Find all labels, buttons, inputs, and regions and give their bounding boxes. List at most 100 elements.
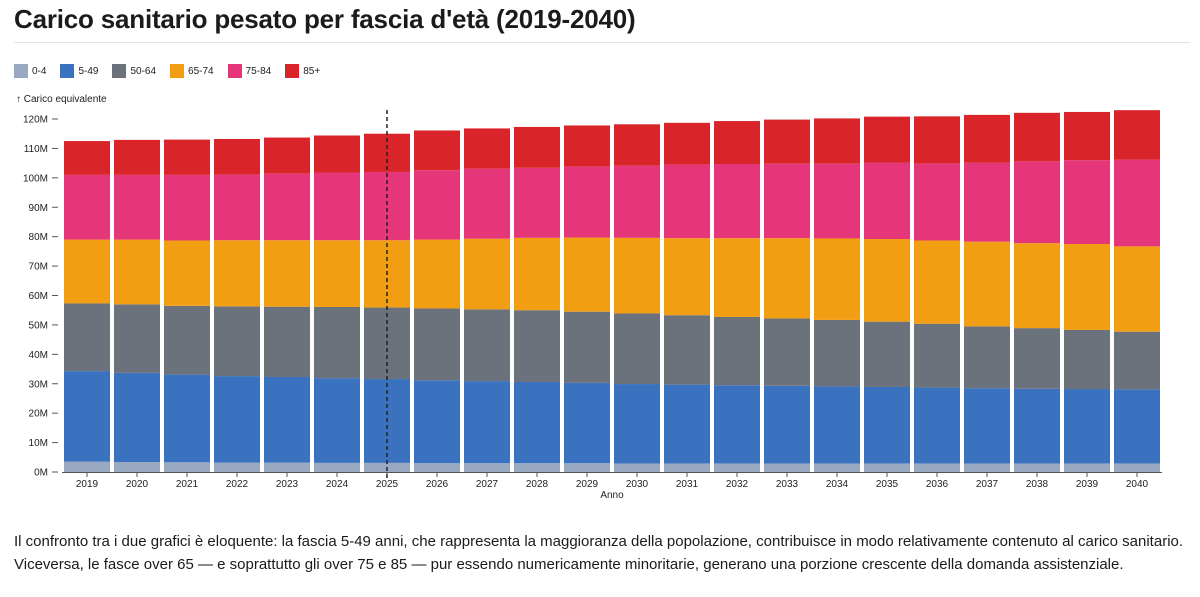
x-axis-label: Anno bbox=[600, 490, 624, 501]
y-tick-label: 100M bbox=[23, 173, 48, 184]
bar-segment-50-64-2027 bbox=[464, 309, 510, 382]
legend-label: 50-64 bbox=[130, 65, 157, 77]
x-tick-label: 2030 bbox=[626, 479, 649, 490]
bar-segment-85+-2035 bbox=[864, 116, 910, 163]
bar-segment-50-64-2035 bbox=[864, 321, 910, 387]
legend-item-65-74: 65-74 bbox=[170, 64, 214, 78]
bar-segment-65-74-2032 bbox=[714, 238, 760, 317]
bar-segment-5-49-2032 bbox=[714, 385, 760, 464]
bar-segment-0-4-2040 bbox=[1114, 463, 1160, 472]
bar-segment-5-49-2021 bbox=[164, 374, 210, 463]
x-tick-label: 2037 bbox=[976, 479, 999, 490]
bar-segment-75-84-2037 bbox=[964, 162, 1010, 242]
y-tick-label: 40M bbox=[29, 350, 48, 361]
bar-segment-75-84-2036 bbox=[914, 163, 960, 241]
legend-swatch bbox=[170, 64, 185, 78]
bar-segment-75-84-2033 bbox=[764, 163, 810, 239]
bar-segment-5-49-2029 bbox=[564, 382, 610, 464]
bar-segment-0-4-2023 bbox=[264, 462, 310, 472]
bar-segment-75-84-2034 bbox=[814, 163, 860, 239]
bar-segment-0-4-2029 bbox=[564, 463, 610, 472]
bar-segment-85+-2040 bbox=[1114, 110, 1160, 160]
bar-segment-85+-2038 bbox=[1014, 112, 1060, 162]
bar-segment-85+-2030 bbox=[614, 124, 660, 166]
legend-swatch bbox=[60, 64, 75, 78]
bar-segment-75-84-2021 bbox=[164, 174, 210, 241]
bar-segment-65-74-2027 bbox=[464, 238, 510, 310]
bar-segment-50-64-2024 bbox=[314, 306, 360, 379]
bar-segment-5-49-2037 bbox=[964, 388, 1010, 464]
bar-segment-50-64-2029 bbox=[564, 311, 610, 383]
bar-segment-5-49-2019 bbox=[64, 371, 110, 462]
bar-segment-65-74-2031 bbox=[664, 238, 710, 316]
bar-segment-0-4-2020 bbox=[114, 461, 160, 472]
legend-swatch bbox=[285, 64, 300, 78]
bar-segment-85+-2031 bbox=[664, 122, 710, 165]
bar-segment-5-49-2027 bbox=[464, 381, 510, 464]
bar-segment-85+-2026 bbox=[414, 130, 460, 171]
bar-segment-85+-2034 bbox=[814, 118, 860, 164]
y-tick-label: 60M bbox=[29, 291, 48, 302]
x-tick-label: 2019 bbox=[76, 479, 99, 490]
bar-segment-65-74-2026 bbox=[414, 239, 460, 309]
bar-segment-0-4-2027 bbox=[464, 463, 510, 472]
bar-segment-75-84-2038 bbox=[1014, 161, 1060, 244]
x-tick-label: 2031 bbox=[676, 479, 699, 490]
bar-segment-50-64-2036 bbox=[914, 323, 960, 388]
bar-segment-50-64-2022 bbox=[214, 306, 260, 377]
bar-segment-75-84-2026 bbox=[414, 170, 460, 240]
legend-item-0-4: 0-4 bbox=[14, 64, 46, 78]
y-tick-label: 90M bbox=[29, 203, 48, 214]
bar-segment-65-74-2019 bbox=[64, 239, 110, 304]
legend-label: 5-49 bbox=[78, 65, 99, 77]
legend-label: 65-74 bbox=[188, 65, 214, 77]
legend-label: 0-4 bbox=[32, 65, 47, 77]
legend-swatch bbox=[112, 64, 127, 78]
bar-segment-0-4-2033 bbox=[764, 463, 810, 472]
bar-segment-75-84-2031 bbox=[664, 164, 710, 239]
bar-segment-50-64-2023 bbox=[264, 306, 310, 377]
bar-segment-50-64-2021 bbox=[164, 305, 210, 375]
bar-segment-5-49-2024 bbox=[314, 378, 360, 463]
x-tick-label: 2040 bbox=[1126, 479, 1149, 490]
bar-segment-50-64-2038 bbox=[1014, 328, 1060, 389]
legend-item-5-49: 5-49 bbox=[60, 64, 98, 78]
bar-segment-75-84-2022 bbox=[214, 174, 260, 241]
bar-segment-65-74-2035 bbox=[864, 239, 910, 322]
x-tick-label: 2027 bbox=[476, 479, 499, 490]
bar-segment-5-49-2030 bbox=[614, 384, 660, 464]
bar-segment-75-84-2027 bbox=[464, 168, 510, 239]
bar-segment-75-84-2020 bbox=[114, 174, 160, 240]
y-tick-label: 10M bbox=[29, 438, 48, 449]
legend-item-50-64: 50-64 bbox=[112, 64, 156, 78]
bar-segment-5-49-2031 bbox=[664, 384, 710, 464]
bar-segment-75-84-2024 bbox=[314, 172, 360, 241]
bar-segment-5-49-2040 bbox=[1114, 389, 1160, 464]
bar-segment-5-49-2035 bbox=[864, 386, 910, 464]
bar-segment-50-64-2020 bbox=[114, 304, 160, 373]
bar-segment-0-4-2019 bbox=[64, 461, 110, 472]
bar-segment-65-74-2030 bbox=[614, 237, 660, 314]
page-title: Carico sanitario pesato per fascia d'età… bbox=[14, 4, 636, 34]
bar-segment-50-64-2026 bbox=[414, 308, 460, 381]
bar-segment-50-64-2039 bbox=[1064, 329, 1110, 390]
bar-segment-85+-2022 bbox=[214, 139, 260, 175]
x-tick-label: 2032 bbox=[726, 479, 749, 490]
x-tick-label: 2022 bbox=[226, 479, 249, 490]
bar-segment-0-4-2038 bbox=[1014, 463, 1060, 472]
bar-segment-85+-2024 bbox=[314, 135, 360, 173]
bar-segment-75-84-2028 bbox=[514, 167, 560, 238]
x-tick-label: 2033 bbox=[776, 479, 799, 490]
y-tick-label: 120M bbox=[23, 115, 48, 126]
legend-item-85+: 85+ bbox=[285, 64, 320, 78]
bar-segment-0-4-2031 bbox=[664, 463, 710, 472]
bar-segment-65-74-2040 bbox=[1114, 246, 1160, 332]
y-tick-label: 30M bbox=[29, 379, 48, 390]
bar-segment-50-64-2032 bbox=[714, 316, 760, 386]
bar-segment-65-74-2034 bbox=[814, 238, 860, 320]
bar-segment-50-64-2037 bbox=[964, 326, 1010, 389]
x-tick-label: 2039 bbox=[1076, 479, 1099, 490]
bar-segment-0-4-2034 bbox=[814, 463, 860, 472]
bar-segment-75-84-2030 bbox=[614, 165, 660, 238]
bar-segment-85+-2037 bbox=[964, 114, 1010, 163]
